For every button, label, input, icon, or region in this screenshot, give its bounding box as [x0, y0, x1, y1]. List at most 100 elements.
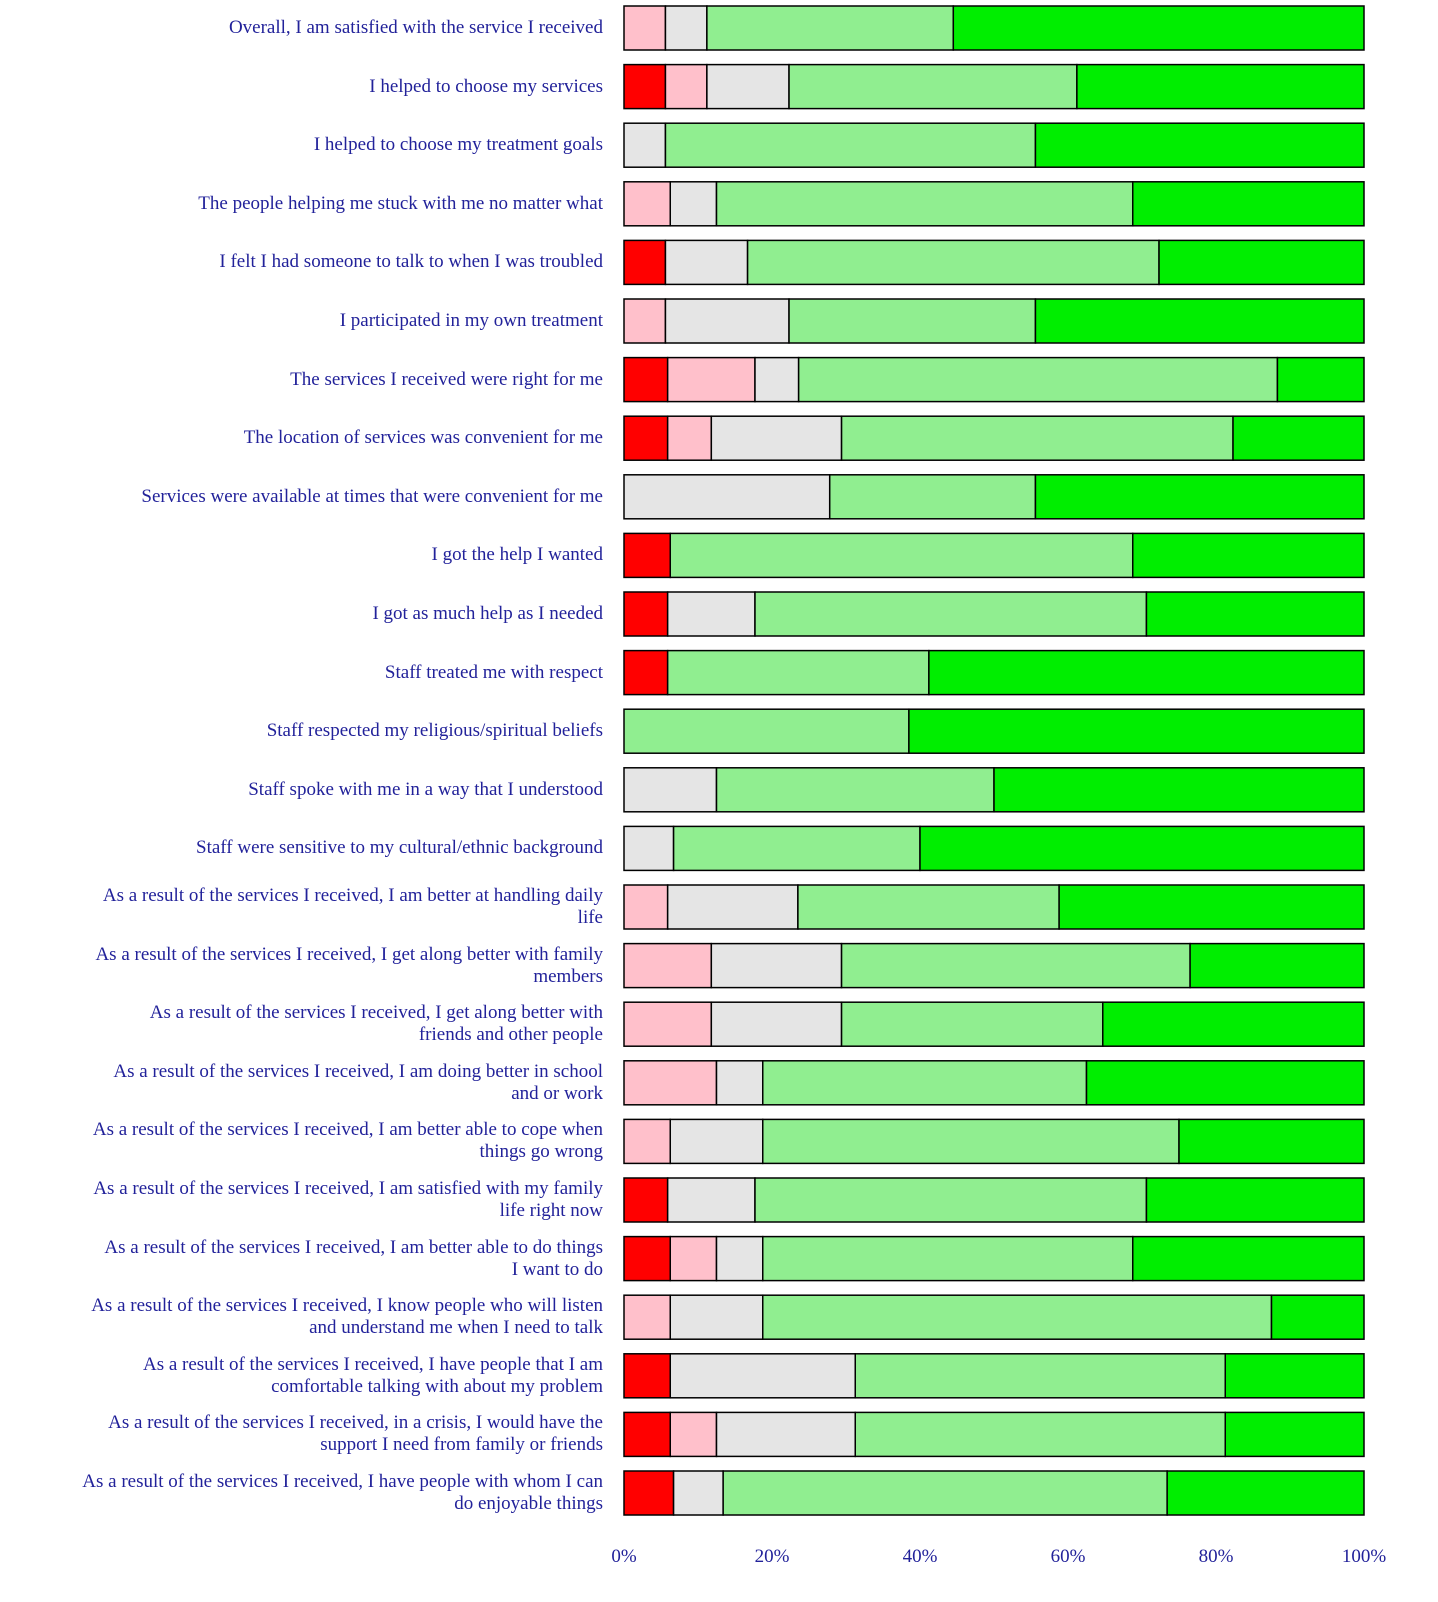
x-tick-label: 100%: [1341, 1546, 1387, 1567]
bar-segment: [669, 1118, 764, 1165]
bar-segment: [715, 181, 1134, 227]
bar-segment: [706, 5, 955, 51]
x-tick-label: 60%: [1050, 1546, 1086, 1567]
bar-segment: [1145, 1177, 1365, 1223]
bar-segment: [1166, 1470, 1365, 1516]
bar-segment: [672, 1470, 724, 1516]
bar-segment: [1132, 1235, 1365, 1282]
bar-segment: [623, 122, 667, 168]
bar-segment: [623, 708, 910, 754]
bar-segment: [623, 63, 667, 110]
bar-segment: [828, 474, 1037, 520]
bar-segment: [797, 884, 1060, 930]
bar-segment: [1158, 239, 1365, 286]
category-label: I helped to choose my treatment goals: [313, 134, 603, 156]
bar-segment: [672, 825, 921, 872]
bar-segment: [623, 1411, 671, 1458]
bar-segment: [762, 1235, 1134, 1282]
bar-segment: [788, 298, 1037, 344]
bar-segment: [623, 1294, 671, 1340]
category-label: I participated in my own treatment: [339, 310, 603, 331]
bar-segment: [762, 1118, 1180, 1165]
bar-segment: [623, 356, 669, 403]
category-label: As a result of the services I received, …: [142, 1353, 603, 1397]
bar-segment: [623, 649, 669, 696]
bar-segment: [1224, 1411, 1365, 1458]
bar-segment: [840, 942, 1191, 989]
bar-segment: [623, 1060, 718, 1106]
bar-segment: [623, 5, 667, 51]
bar-segment: [1189, 942, 1365, 989]
bar-segment: [710, 1001, 843, 1047]
bar-segment: [623, 825, 675, 872]
bar-segment: [840, 1001, 1104, 1047]
category-label: The people helping me stuck with me no m…: [198, 192, 603, 214]
bar-segment: [664, 5, 708, 51]
bar-segment: [854, 1353, 1226, 1399]
x-tick-label: 80%: [1198, 1546, 1234, 1567]
x-tick-label: 20%: [754, 1546, 790, 1567]
bar-segment: [623, 1235, 671, 1282]
bar-segment: [754, 1177, 1148, 1223]
bar-segment: [952, 5, 1365, 51]
bar-segment: [666, 884, 799, 930]
category-label: As a result of the services I received, …: [93, 1178, 603, 1221]
bar-segment: [1276, 356, 1365, 403]
category-label: As a result of the services I received, …: [149, 1002, 603, 1046]
bar-segment: [669, 532, 1134, 579]
bar-segment: [623, 1353, 671, 1399]
bar-segment: [623, 884, 669, 930]
bar-segment: [1034, 298, 1365, 344]
bar-segment: [623, 532, 671, 579]
bar-segment: [710, 942, 843, 989]
x-tick-label: 40%: [902, 1546, 938, 1567]
category-label: As a result of the services I received, …: [92, 1119, 603, 1163]
bar-segment: [762, 1294, 1273, 1340]
category-label: As a result of the services I received, …: [91, 1295, 603, 1339]
category-label: Staff treated me with respect: [384, 661, 603, 683]
bar-segment: [1076, 63, 1365, 110]
bar-segment: [1232, 415, 1365, 461]
bar-segment: [706, 63, 790, 110]
bar-segment: [1270, 1294, 1365, 1340]
bar-segment: [669, 1353, 856, 1399]
bar-segment: [666, 649, 930, 696]
category-label: Staff were sensitive to my cultural/ethn…: [196, 837, 603, 859]
bar-segment: [664, 239, 749, 286]
category-label: I got the help I wanted: [431, 544, 603, 566]
bar-segment: [623, 1118, 671, 1165]
bar-segment: [664, 122, 1037, 168]
category-label: Staff spoke with me in a way that I unde…: [248, 778, 603, 800]
bar-segment: [715, 767, 995, 813]
bar-segment: [715, 1411, 856, 1458]
category-label: As a result of the services I received, …: [95, 943, 603, 987]
bar-segment: [710, 415, 843, 461]
category-label: Services were available at times that we…: [141, 485, 603, 507]
bar-segment: [722, 1470, 1168, 1516]
bar-segment: [854, 1411, 1226, 1458]
bar-segment: [623, 942, 713, 989]
bar-segment: [715, 1060, 764, 1106]
bar-segment: [1034, 122, 1365, 168]
bar-segment: [623, 591, 669, 637]
bar-segment: [669, 1294, 764, 1340]
category-label: Overall, I am satisfied with the service…: [228, 17, 603, 38]
bar-segment: [746, 239, 1160, 286]
bar-segment: [919, 825, 1365, 872]
category-label: The location of services was convenient …: [243, 427, 603, 449]
bar-segment: [762, 1060, 1088, 1106]
bar-segment: [666, 591, 756, 637]
bar-segment: [623, 1177, 669, 1223]
x-tick-label: 0%: [611, 1546, 637, 1567]
bar-segment: [623, 1001, 713, 1047]
category-label: As a result of the services I received, …: [108, 1412, 603, 1456]
bar-segment: [666, 1177, 756, 1223]
bar-segment: [623, 474, 831, 520]
category-label: I helped to choose my services: [369, 75, 603, 97]
bar-segment: [664, 298, 790, 344]
bar-segment: [754, 591, 1148, 637]
bar-segment: [1034, 474, 1365, 520]
bar-segment: [623, 767, 718, 813]
category-label: I got as much help as I needed: [372, 603, 603, 624]
